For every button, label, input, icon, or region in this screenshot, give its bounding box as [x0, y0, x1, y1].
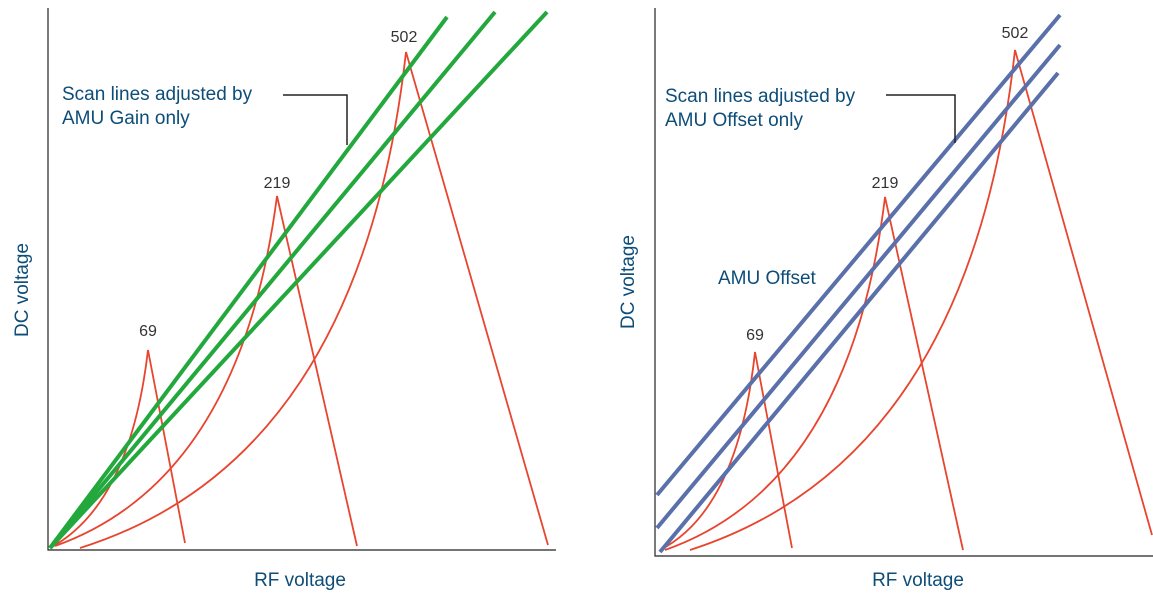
connector — [886, 94, 956, 143]
scan-line — [48, 10, 549, 550]
scan-line — [48, 10, 497, 550]
peak-label: 69 — [139, 323, 157, 340]
peak-label: 219 — [872, 175, 899, 192]
axes — [47, 8, 556, 551]
annotation: AMU Gain only — [62, 108, 190, 129]
scan-line — [655, 13, 1062, 497]
annotation: AMU Offset only — [665, 110, 803, 131]
left-panel: Scan lines adjusted by AMU Gain only 69 … — [12, 8, 556, 591]
x-axis-label: RF voltage — [254, 570, 346, 591]
offset-label: AMU Offset — [718, 268, 817, 289]
y-axis-label: DC voltage — [618, 235, 639, 329]
axes — [654, 8, 1153, 557]
y-axis-label: DC voltage — [12, 243, 33, 337]
peak-label: 219 — [264, 175, 291, 192]
scan-line — [655, 43, 1062, 530]
x-axis-label: RF voltage — [872, 570, 964, 591]
stability-region — [49, 349, 186, 549]
stability-region — [689, 49, 1153, 551]
annotation: Scan lines adjusted by — [665, 86, 856, 107]
peak-label: 69 — [746, 327, 764, 344]
peak-label: 502 — [391, 29, 418, 46]
connector — [283, 94, 348, 145]
scan-line — [48, 15, 449, 550]
right-panel: Scan lines adjusted by AMU Offset only A… — [618, 8, 1153, 591]
scan-line — [658, 71, 1060, 554]
stability-region — [54, 195, 358, 547]
annotation: Scan lines adjusted by — [62, 84, 253, 105]
stability-region — [664, 196, 964, 551]
peak-label: 502 — [1002, 25, 1029, 42]
